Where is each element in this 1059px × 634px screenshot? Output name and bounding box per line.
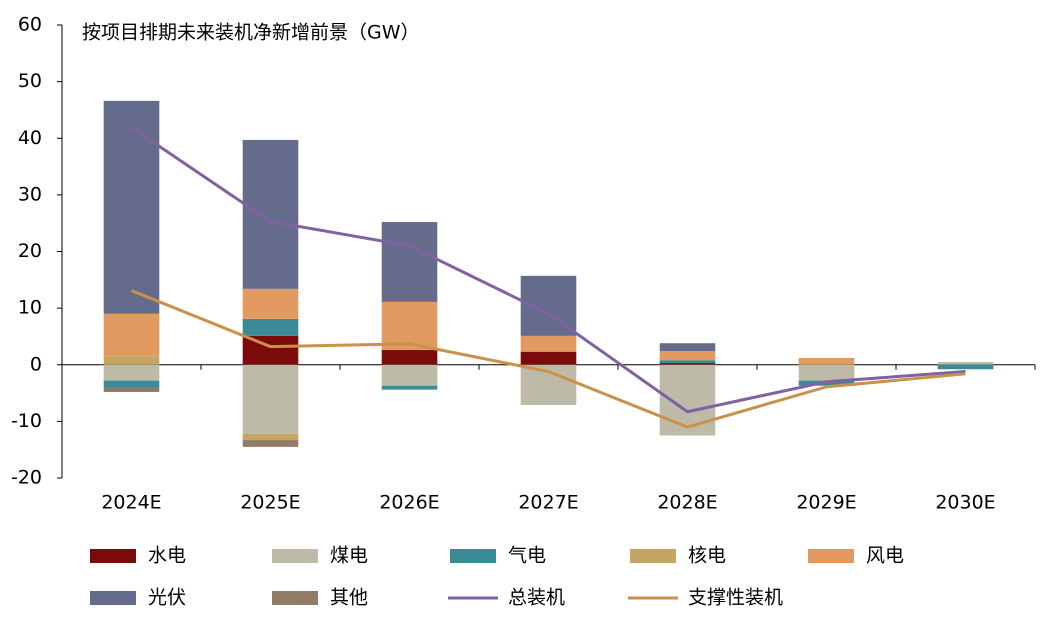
- line: [130, 126, 966, 414]
- bar-segment: [659, 343, 716, 352]
- bar-segment: [242, 139, 299, 289]
- y-tick-label: 20: [18, 240, 42, 262]
- x-tick-label: 2028E: [657, 492, 717, 514]
- legend-label: 煤电: [330, 545, 368, 567]
- legend-swatch: [90, 591, 136, 605]
- bar-segment: [659, 360, 716, 364]
- bar-segment: [103, 380, 160, 388]
- chart-title: 按项目排期未来装机净新增前景（GW）: [82, 22, 420, 44]
- y-tick-label: 30: [18, 183, 42, 205]
- bar-segment: [659, 363, 716, 365]
- bar-segment: [659, 351, 716, 361]
- bar-segment: [937, 364, 994, 370]
- bar-segment: [520, 351, 577, 365]
- bar-segment: [381, 301, 438, 351]
- legend-label: 总装机: [508, 587, 565, 609]
- y-tick-label: 60: [18, 14, 42, 36]
- x-tick-label: 2024E: [101, 492, 161, 514]
- bar-segment: [798, 364, 855, 381]
- bar-segment: [381, 364, 438, 386]
- bar-segment: [103, 356, 160, 365]
- bar-segment: [242, 433, 299, 441]
- bar-segment: [103, 387, 160, 392]
- bar-segment: [937, 361, 994, 365]
- legend-label: 水电: [148, 545, 186, 567]
- bar-segment: [798, 357, 855, 365]
- bar-segment: [242, 288, 299, 319]
- legend-swatch: [630, 549, 676, 563]
- legend-label: 风电: [866, 545, 904, 567]
- legend-swatch: [272, 549, 318, 563]
- y-tick-label: 0: [30, 353, 42, 375]
- x-tick-label: 2029E: [796, 492, 856, 514]
- bar-segment: [103, 100, 160, 314]
- legend-swatch: [272, 591, 318, 605]
- y-tick-label: -20: [11, 467, 42, 489]
- x-tick-label: 2027E: [518, 492, 578, 514]
- bar-segment: [103, 364, 160, 381]
- bar-segment: [381, 385, 438, 390]
- bar-segment: [381, 350, 438, 365]
- bar-segment: [242, 440, 299, 447]
- legend-label: 气电: [508, 545, 546, 567]
- legend-swatch: [450, 549, 496, 563]
- line: [130, 289, 966, 429]
- legend-swatch: [90, 549, 136, 563]
- y-tick-label: 40: [18, 127, 42, 149]
- y-tick-label: 50: [18, 70, 42, 92]
- bar-segment: [242, 364, 299, 434]
- x-tick-label: 2025E: [240, 492, 300, 514]
- y-tick-label: -10: [11, 410, 42, 432]
- legend-label: 支撑性装机: [688, 587, 783, 609]
- bar-segment: [242, 318, 299, 336]
- bar-segment: [520, 335, 577, 352]
- bar-segment: [103, 313, 160, 357]
- legend-label: 其他: [330, 587, 368, 609]
- x-tick-label: 2030E: [935, 492, 995, 514]
- legend-label: 核电: [688, 545, 726, 567]
- x-tick-label: 2026E: [379, 492, 439, 514]
- bar-segment: [381, 222, 438, 302]
- legend-label: 光伏: [148, 587, 186, 609]
- bar-segment: [659, 364, 716, 436]
- y-tick-label: 10: [18, 297, 42, 319]
- legend-swatch: [808, 549, 854, 563]
